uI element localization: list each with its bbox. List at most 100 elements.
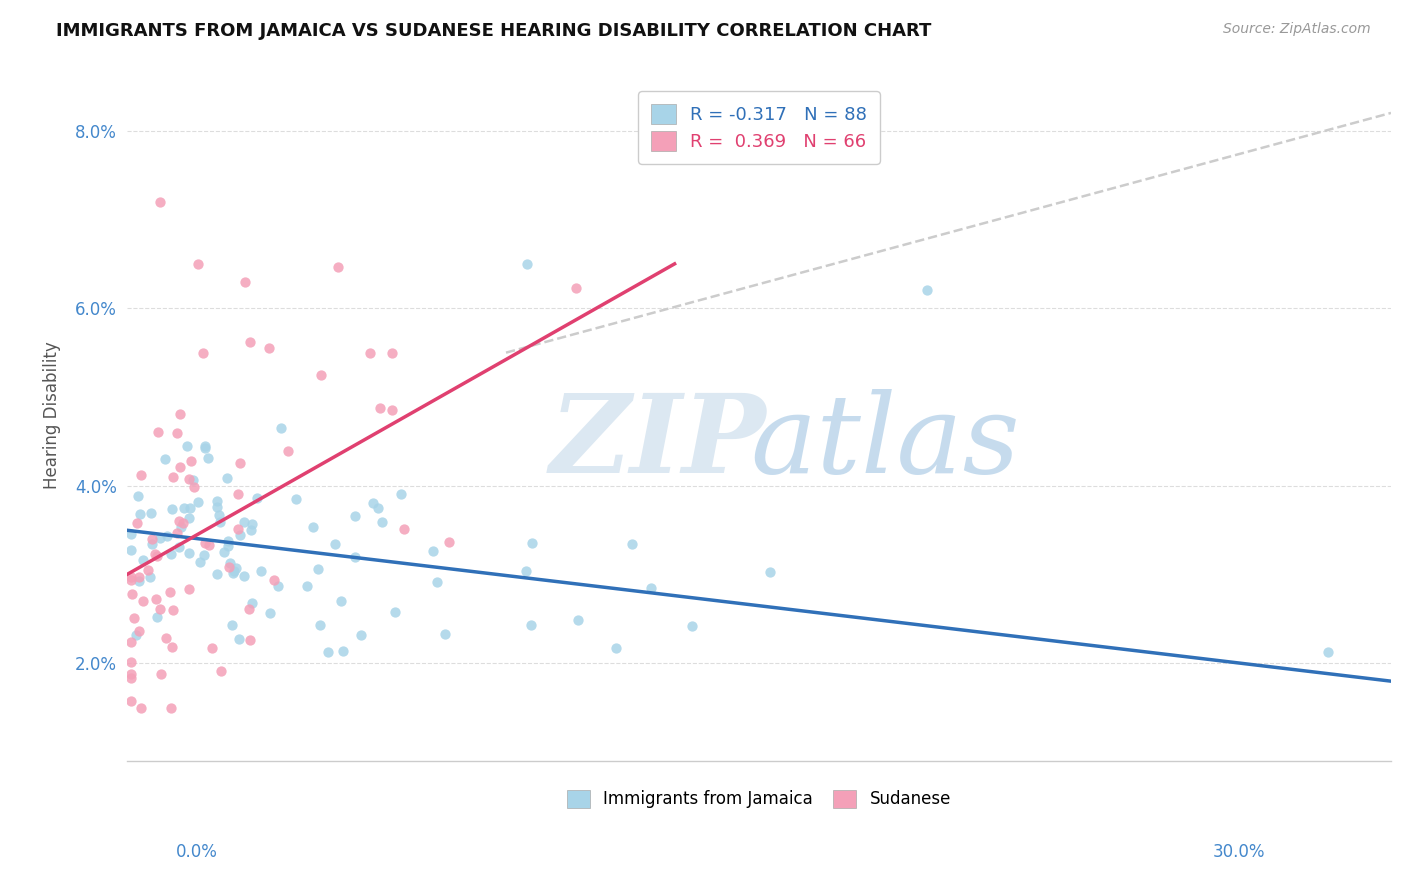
Text: Source: ZipAtlas.com: Source: ZipAtlas.com [1223,22,1371,37]
Point [229,528,252,542]
Point [226,487,249,501]
Point [233,275,256,289]
Point [219,557,242,571]
Point [132,593,155,607]
Point [120,543,142,558]
Point [343,549,366,564]
Point [233,515,256,529]
Point [681,619,703,633]
Point [191,345,214,359]
Point [422,544,444,558]
Point [240,517,263,532]
Point [270,421,292,435]
Point [205,500,228,514]
Point [222,566,245,581]
Point [605,641,627,656]
Point [166,525,188,540]
Point [149,531,172,545]
Point [179,582,201,597]
Point [520,617,543,632]
Point [267,579,290,593]
Point [309,617,332,632]
Point [141,536,163,550]
Point [368,401,391,416]
Point [156,529,179,543]
Point [120,671,142,685]
Point [367,501,389,516]
Point [155,451,177,466]
Point [307,562,329,576]
Point [146,549,169,563]
Point [180,454,202,468]
Point [160,640,183,654]
Point [263,573,285,587]
Point [302,519,325,533]
Point [187,257,209,271]
Point [215,471,238,485]
Point [128,574,150,588]
Point [381,345,404,359]
Point [232,568,254,582]
Text: 30.0%: 30.0% [1213,843,1265,861]
Point [194,439,217,453]
Point [249,565,271,579]
Text: atlas: atlas [751,389,1021,496]
Text: ZIP: ZIP [550,389,766,496]
Point [221,617,243,632]
Point [169,540,191,554]
Point [149,602,172,616]
Point [917,284,939,298]
Text: IMMIGRANTS FROM JAMAICA VS SUDANESE HEARING DISABILITY CORRELATION CHART: IMMIGRANTS FROM JAMAICA VS SUDANESE HEAR… [56,22,932,40]
Point [146,609,169,624]
Point [183,480,205,494]
Point [155,632,177,646]
Point [381,403,404,417]
Point [329,594,352,608]
Point [205,566,228,581]
Point [392,522,415,536]
Point [176,439,198,453]
Point [120,570,142,584]
Point [297,579,319,593]
Point [120,655,142,669]
Point [316,645,339,659]
Point [226,522,249,536]
Point [277,444,299,458]
Point [170,520,193,534]
Point [359,346,381,360]
Point [759,565,782,579]
Point [139,570,162,584]
Point [129,701,152,715]
Point [141,533,163,547]
Point [240,596,263,610]
Point [159,701,181,715]
Point [201,640,224,655]
Point [520,535,543,549]
Point [239,633,262,648]
Text: 0.0%: 0.0% [176,843,218,861]
Point [217,540,239,554]
Point [120,573,142,587]
Point [162,470,184,484]
Point [198,539,221,553]
Point [208,508,231,523]
Point [188,555,211,569]
Point [197,451,219,466]
Point [193,548,215,562]
Point [194,536,217,550]
Point [120,693,142,707]
Point [172,516,194,530]
Point [229,456,252,470]
Point [187,494,209,508]
Point [150,667,173,681]
Point [328,260,350,274]
Point [146,425,169,439]
Point [621,537,644,551]
Point [132,553,155,567]
Point [433,627,456,641]
Point [209,515,232,529]
Point [159,584,181,599]
Point [169,407,191,421]
Point [259,606,281,620]
Point [120,526,142,541]
